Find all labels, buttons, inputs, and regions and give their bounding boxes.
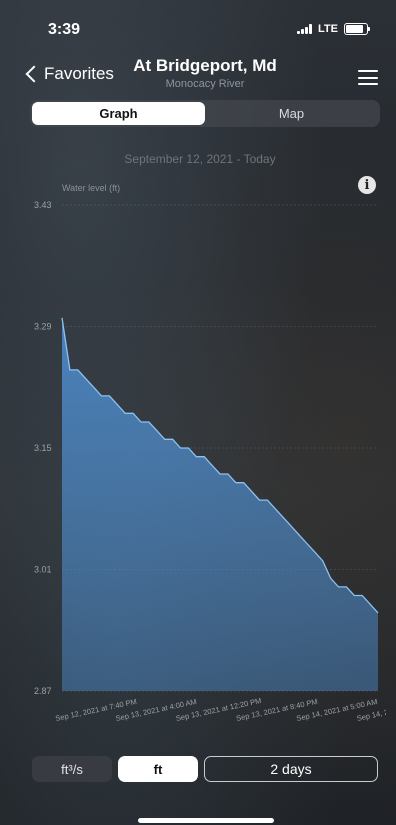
unit-controls: ft³/s ft 2 days bbox=[32, 756, 378, 782]
hamburger-icon-line bbox=[358, 83, 378, 85]
back-button[interactable]: Favorites bbox=[24, 64, 114, 84]
unit-tab-ft[interactable]: ft bbox=[118, 756, 198, 782]
app-frame: 3:39 LTE Favorites At Bridgeport, Md Mon… bbox=[14, 0, 386, 825]
series-line bbox=[61, 317, 379, 614]
view-segmented-control: Graph Map bbox=[30, 100, 380, 127]
duration-button[interactable]: 2 days bbox=[204, 756, 378, 782]
hamburger-icon-line bbox=[358, 76, 378, 79]
series-area bbox=[62, 317, 378, 691]
status-bar: 3:39 LTE bbox=[14, 0, 386, 40]
tab-map[interactable]: Map bbox=[278, 106, 305, 121]
info-icon[interactable]: i bbox=[358, 176, 376, 194]
home-indicator bbox=[138, 818, 274, 823]
y-tick-label: 3.29 bbox=[34, 322, 52, 332]
y-tick-label: 3.43 bbox=[34, 200, 52, 210]
nav-bar: Favorites At Bridgeport, Md Monocacy Riv… bbox=[14, 52, 386, 98]
signal-icon bbox=[297, 24, 313, 34]
y-axis-label: Water level (ft) bbox=[62, 183, 120, 193]
network-label: LTE bbox=[318, 23, 338, 35]
y-tick-label: 3.01 bbox=[34, 565, 52, 575]
battery-icon bbox=[344, 23, 370, 35]
tab-graph[interactable]: Graph bbox=[32, 102, 205, 125]
menu-button[interactable] bbox=[358, 70, 378, 85]
status-indicators: LTE bbox=[297, 23, 370, 35]
y-tick-label: 2.87 bbox=[34, 686, 52, 696]
date-range: September 12, 2021 - Today bbox=[124, 152, 276, 166]
status-time: 3:39 bbox=[48, 21, 81, 38]
hamburger-icon-line bbox=[358, 70, 378, 72]
page-title: At Bridgeport, Md bbox=[133, 56, 277, 75]
page-subtitle: Monocacy River bbox=[165, 78, 245, 90]
unit-tab-cfs[interactable]: ft³/s bbox=[32, 756, 112, 782]
y-tick-label: 3.15 bbox=[34, 443, 52, 453]
water-level-chart: Water level (ft)3.433.293.153.012.87Sep … bbox=[34, 183, 386, 723]
back-label: Favorites bbox=[44, 64, 114, 83]
